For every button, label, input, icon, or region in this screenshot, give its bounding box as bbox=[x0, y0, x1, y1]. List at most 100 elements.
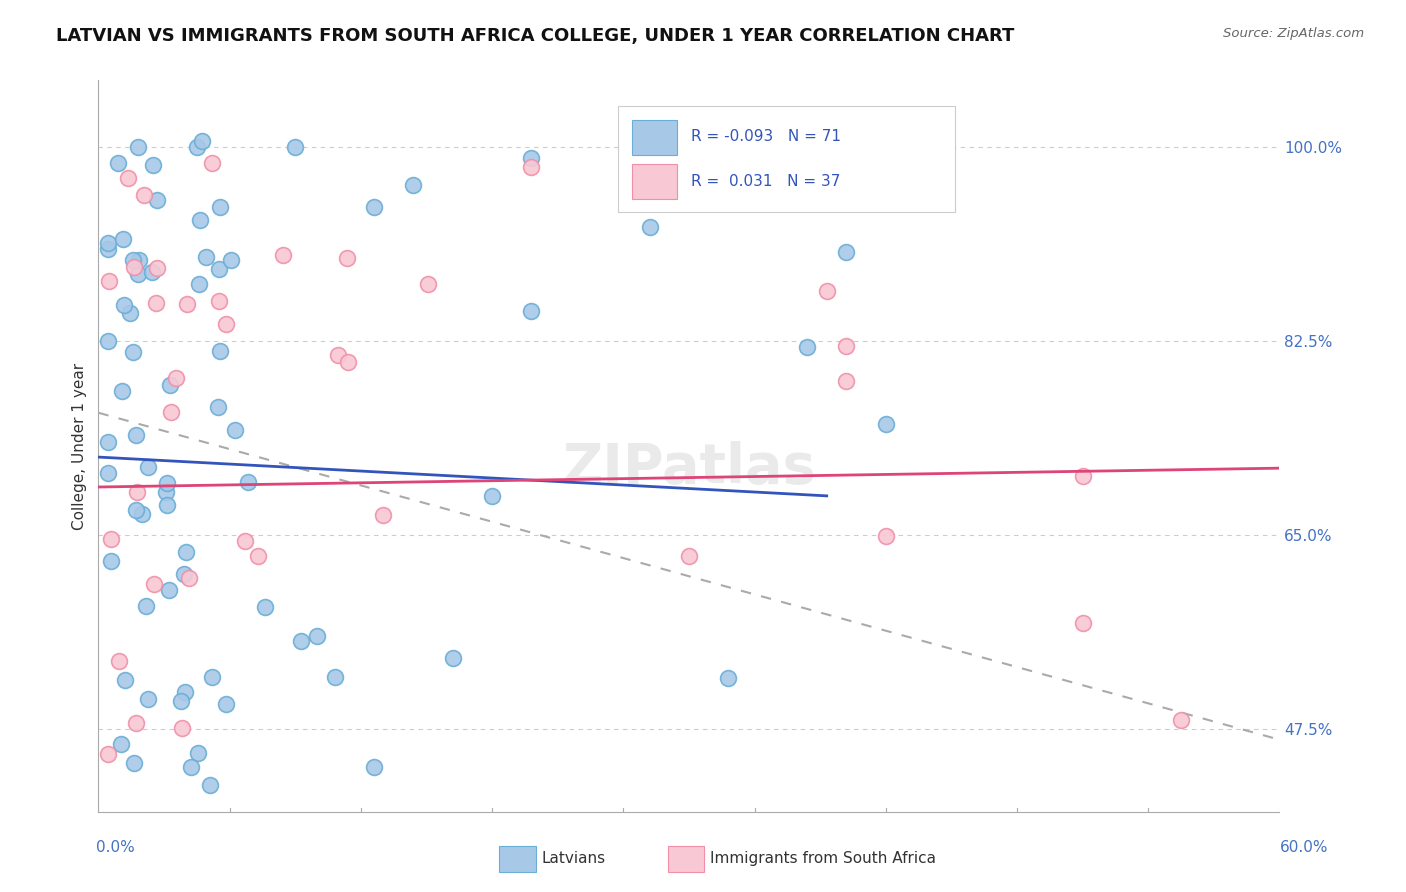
Point bbox=[98, 274, 121, 288]
Point bbox=[179, 571, 201, 585]
Y-axis label: College, Under 1 year: College, Under 1 year bbox=[72, 362, 87, 530]
Point bbox=[117, 171, 139, 186]
Text: ZIPatlas: ZIPatlas bbox=[562, 441, 815, 495]
Point bbox=[165, 371, 187, 385]
Text: Latvians: Latvians bbox=[541, 852, 606, 866]
Point bbox=[481, 489, 503, 503]
Point bbox=[136, 691, 159, 706]
Point bbox=[135, 599, 157, 613]
Point bbox=[363, 760, 385, 774]
Point bbox=[157, 582, 180, 597]
Point bbox=[155, 484, 177, 499]
Point bbox=[111, 232, 134, 246]
Point bbox=[236, 475, 259, 489]
Point bbox=[224, 423, 246, 437]
Point bbox=[520, 304, 543, 318]
Point bbox=[323, 670, 346, 684]
Point bbox=[247, 549, 270, 564]
Point bbox=[208, 293, 231, 308]
Point bbox=[307, 629, 329, 643]
Point bbox=[221, 252, 243, 267]
Point bbox=[290, 633, 312, 648]
Point bbox=[336, 354, 359, 368]
Point bbox=[201, 670, 224, 684]
Point bbox=[875, 529, 897, 543]
Point bbox=[159, 378, 181, 392]
Point bbox=[717, 671, 740, 685]
Point bbox=[186, 140, 208, 154]
Point bbox=[173, 566, 195, 581]
Point bbox=[145, 296, 167, 310]
Point bbox=[1071, 468, 1094, 483]
Point bbox=[207, 401, 229, 415]
Point bbox=[97, 236, 120, 251]
Point bbox=[187, 746, 209, 760]
Point bbox=[875, 417, 897, 431]
Point bbox=[125, 503, 148, 517]
Point bbox=[200, 778, 222, 792]
Point bbox=[233, 533, 256, 548]
Point bbox=[520, 151, 543, 165]
Point bbox=[132, 188, 155, 202]
Point bbox=[100, 554, 122, 568]
Point bbox=[191, 134, 214, 148]
Point bbox=[201, 155, 224, 169]
Point bbox=[156, 476, 179, 491]
Point bbox=[97, 334, 120, 348]
Point bbox=[127, 267, 149, 281]
Point bbox=[254, 600, 277, 615]
Text: Immigrants from South Africa: Immigrants from South Africa bbox=[710, 852, 936, 866]
Point bbox=[131, 507, 153, 521]
Point bbox=[336, 251, 359, 265]
Point bbox=[128, 252, 150, 267]
Point bbox=[373, 508, 395, 522]
Point bbox=[638, 220, 661, 235]
Point bbox=[188, 212, 211, 227]
Point bbox=[127, 140, 149, 154]
FancyBboxPatch shape bbox=[619, 106, 955, 212]
Point bbox=[97, 747, 120, 762]
Point bbox=[815, 284, 838, 298]
Point bbox=[441, 651, 464, 665]
Point bbox=[97, 466, 120, 480]
Point bbox=[214, 318, 236, 332]
Point bbox=[100, 532, 122, 546]
Point bbox=[363, 200, 385, 214]
Point bbox=[835, 245, 858, 260]
Point bbox=[170, 694, 193, 708]
Point bbox=[678, 549, 700, 564]
Point bbox=[122, 260, 145, 274]
Point bbox=[97, 242, 120, 256]
Point bbox=[160, 405, 183, 419]
Point bbox=[326, 348, 349, 362]
Point bbox=[125, 715, 148, 730]
Text: Source: ZipAtlas.com: Source: ZipAtlas.com bbox=[1223, 27, 1364, 40]
Point bbox=[146, 193, 169, 207]
Point bbox=[125, 484, 148, 499]
Point bbox=[143, 577, 166, 591]
Point bbox=[835, 374, 858, 388]
Text: 0.0%: 0.0% bbox=[96, 840, 135, 855]
Point bbox=[271, 248, 294, 262]
Point bbox=[120, 305, 142, 319]
Point bbox=[108, 654, 131, 668]
Point bbox=[180, 760, 202, 774]
Point bbox=[170, 721, 193, 735]
Text: R = -0.093   N = 71: R = -0.093 N = 71 bbox=[692, 129, 841, 145]
Point bbox=[284, 140, 307, 154]
Point bbox=[188, 277, 211, 291]
Point bbox=[114, 673, 136, 687]
Point bbox=[142, 158, 165, 172]
Point bbox=[141, 265, 163, 279]
Point bbox=[97, 435, 120, 450]
Point bbox=[176, 297, 198, 311]
Point bbox=[520, 161, 543, 175]
Point bbox=[122, 344, 145, 359]
Text: LATVIAN VS IMMIGRANTS FROM SOUTH AFRICA COLLEGE, UNDER 1 YEAR CORRELATION CHART: LATVIAN VS IMMIGRANTS FROM SOUTH AFRICA … bbox=[56, 27, 1015, 45]
Point bbox=[1071, 616, 1094, 631]
Point bbox=[402, 178, 425, 192]
Point bbox=[796, 340, 818, 354]
FancyBboxPatch shape bbox=[633, 163, 678, 199]
Point bbox=[174, 545, 197, 559]
Point bbox=[125, 428, 148, 442]
